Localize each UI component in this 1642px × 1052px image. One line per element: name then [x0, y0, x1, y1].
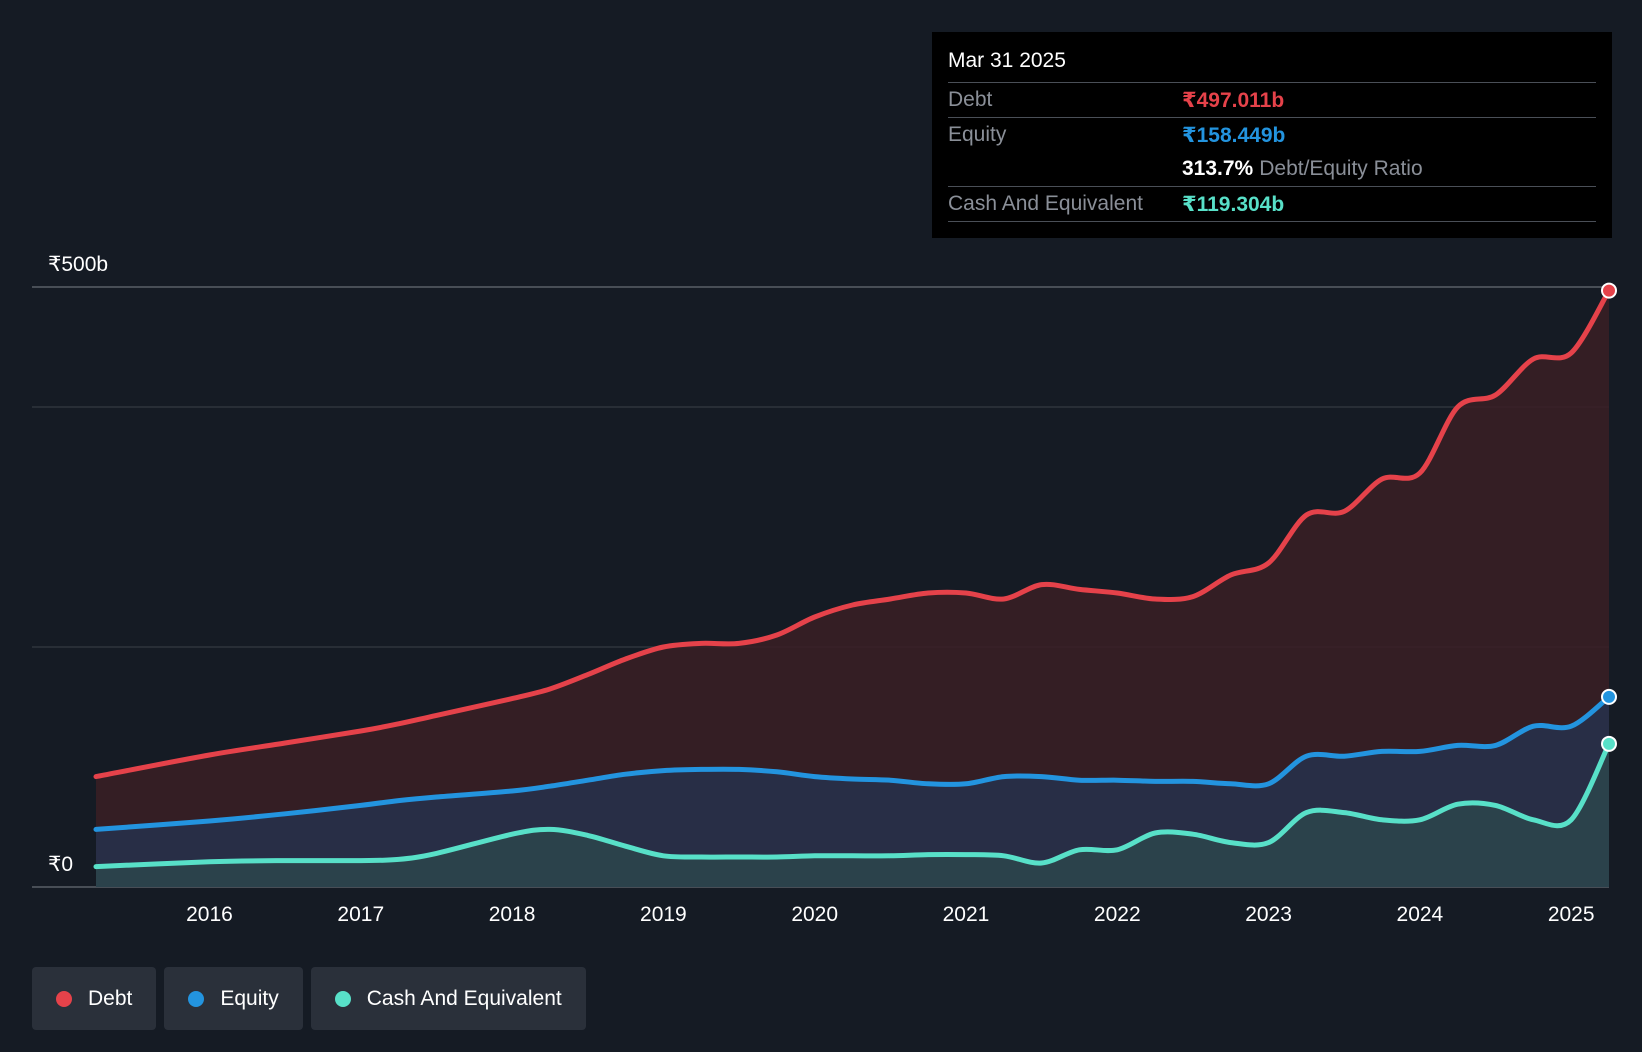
equity-line	[93, 694, 1612, 832]
tooltip-ratio-value: 313.7%	[1182, 157, 1254, 180]
tooltip-equity-value: ₹158.449b	[1182, 123, 1286, 147]
tooltip-ratio-row: 313.7% Debt/Equity Ratio	[948, 152, 1596, 186]
tooltip-equity-row: Equity ₹158.449b	[948, 117, 1596, 152]
legend-dot-equity	[188, 990, 205, 1007]
equity-endpoint	[1601, 688, 1617, 705]
x-tick-label: 2018	[489, 903, 536, 926]
tooltip-ratio-label: Debt/Equity Ratio	[1259, 157, 1423, 180]
tooltip-date: Mar 31 2025	[948, 49, 1066, 72]
x-tick-label: 2021	[943, 903, 990, 926]
legend-item-cash[interactable]: Cash And Equivalent	[310, 967, 586, 1030]
legend-dot-debt	[56, 990, 72, 1007]
debt-line	[93, 288, 1612, 780]
legend-item-debt[interactable]: Debt	[32, 967, 157, 1030]
x-tick-label: 2016	[186, 903, 233, 926]
legend-dot-cash	[334, 990, 351, 1007]
legend: Debt Equity Cash And Equivalent	[32, 967, 586, 1030]
debt-area	[96, 290, 1609, 887]
y-tick-label-zero: ₹0	[48, 853, 73, 876]
x-tick-label: 2025	[1548, 903, 1595, 926]
cash-and-equivalent-area	[96, 743, 1609, 887]
tooltip-debt-value: ₹497.011b	[1182, 88, 1285, 112]
legend-label-debt: Debt	[88, 986, 133, 1010]
tooltip-equity-label: Equity	[948, 123, 1007, 146]
x-tick-label: 2022	[1094, 903, 1141, 926]
tooltip-debt-row: Debt ₹497.011b	[948, 82, 1596, 117]
tooltip-cash-value: ₹119.304b	[1182, 192, 1285, 216]
cash-and-equivalent-endpoint	[1601, 735, 1617, 752]
x-tick-label: 2024	[1397, 903, 1444, 926]
legend-label-equity: Equity	[220, 986, 279, 1010]
x-tick-label: 2019	[640, 903, 687, 926]
tooltip-panel: Mar 31 2025 Debt ₹497.011b Equity ₹158.4…	[932, 32, 1612, 238]
x-tick-label: 2020	[791, 903, 838, 926]
x-tick-label: 2023	[1245, 903, 1292, 926]
tooltip-debt-label: Debt	[948, 88, 993, 111]
cash-and-equivalent-line	[93, 741, 1612, 870]
legend-label-cash: Cash And Equivalent	[366, 986, 562, 1010]
tooltip-cash-row: Cash And Equivalent ₹119.304b	[948, 186, 1596, 222]
legend-item-equity[interactable]: Equity	[164, 967, 303, 1030]
x-tick-label: 2017	[337, 903, 384, 926]
tooltip-cash-label: Cash And Equivalent	[948, 192, 1143, 215]
debt-endpoint	[1601, 282, 1617, 299]
y-tick-label-top: ₹500b	[48, 253, 108, 276]
equity-area	[96, 696, 1609, 887]
